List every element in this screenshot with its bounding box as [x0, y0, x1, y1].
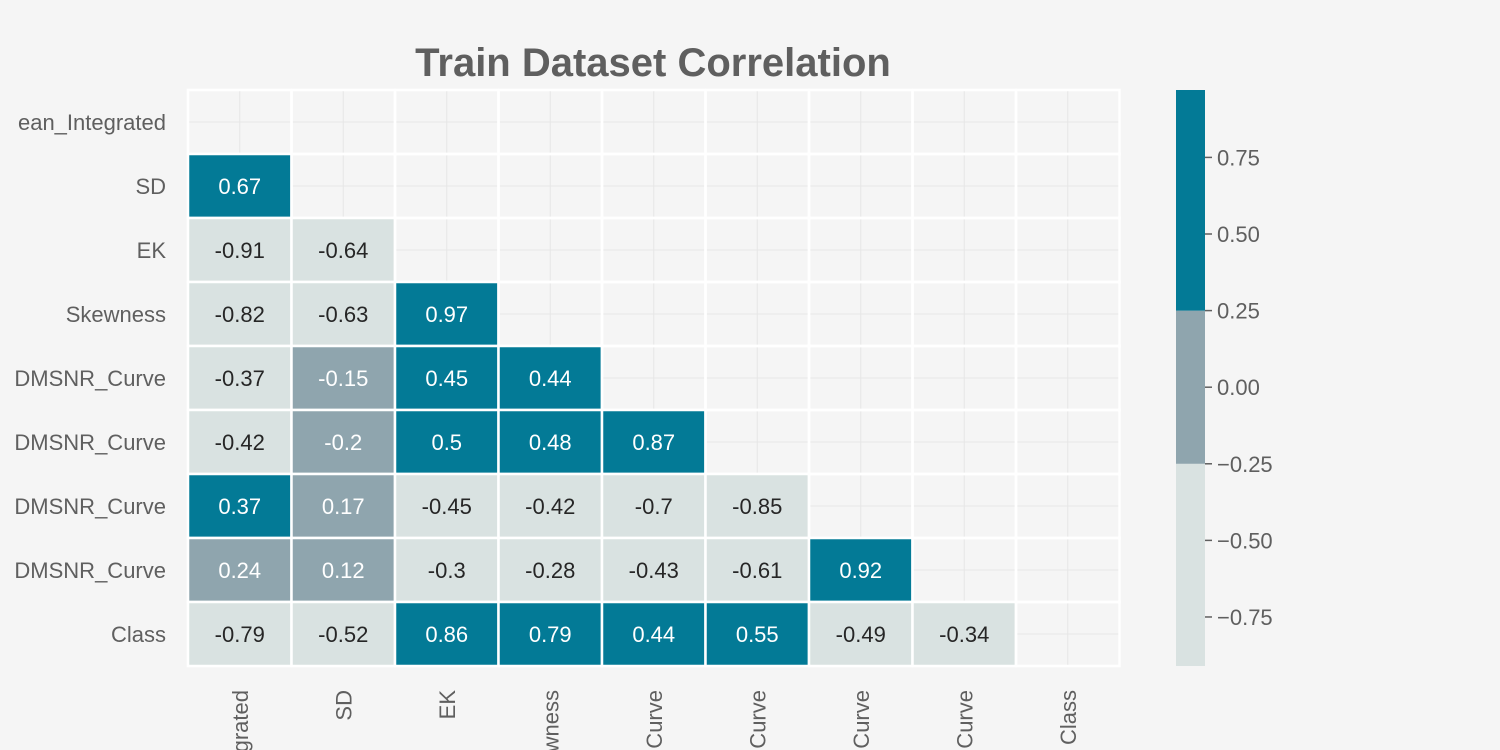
cell-value-label: -0.43 — [629, 558, 679, 583]
column-tick-label: EK — [435, 690, 460, 720]
cell-value-label: -0.61 — [732, 558, 782, 583]
row-tick-label: ean_Integrated — [18, 110, 166, 135]
cell-value-label: -0.79 — [215, 622, 265, 647]
cell-value-label: 0.24 — [218, 558, 261, 583]
colorbar-segment — [1176, 310, 1205, 464]
cell-value-label: 0.87 — [632, 430, 675, 455]
colorbar-tick-label: 0.75 — [1217, 145, 1260, 170]
cell-value-label: 0.44 — [529, 366, 572, 391]
heatmap-cell — [704, 600, 811, 668]
row-tick-label: Class — [111, 622, 166, 647]
row-tick-label: DMSNR_Curve — [14, 430, 166, 455]
heatmap-cell — [497, 472, 604, 540]
column-tick-label: Curve — [642, 690, 667, 749]
heatmap-cell — [600, 600, 707, 668]
row-tick-label: DMSNR_Curve — [14, 494, 166, 519]
cell-value-label: 0.45 — [425, 366, 468, 391]
cell-value-label: -0.42 — [215, 430, 265, 455]
cell-value-label: -0.85 — [732, 494, 782, 519]
row-tick-label: Skewness — [66, 302, 166, 327]
cell-value-label: 0.67 — [218, 174, 261, 199]
row-tick-label: DMSNR_Curve — [14, 366, 166, 391]
row-tick-label: DMSNR_Curve — [14, 558, 166, 583]
cell-value-label: -0.49 — [836, 622, 886, 647]
cell-value-label: -0.3 — [428, 558, 466, 583]
cell-value-label: 0.55 — [736, 622, 779, 647]
cell-value-label: 0.17 — [322, 494, 365, 519]
cell-value-label: 0.92 — [839, 558, 882, 583]
heatmap-cell — [497, 408, 604, 476]
heatmap-cell — [807, 600, 914, 668]
heatmap-cell — [186, 408, 293, 476]
heatmap-cell — [393, 280, 500, 348]
heatmap-cell — [393, 600, 500, 668]
column-tick-label: grated — [228, 690, 253, 750]
heatmap-cell — [290, 280, 397, 348]
cell-value-label: 0.86 — [425, 622, 468, 647]
colorbar-tick-label: 0.50 — [1217, 222, 1260, 247]
column-tick-label: Curve — [952, 690, 977, 749]
cell-value-label: 0.37 — [218, 494, 261, 519]
heatmap-cell-empty — [1014, 600, 1121, 668]
cell-value-label: -0.7 — [635, 494, 673, 519]
cell-value-label: -0.2 — [324, 430, 362, 455]
column-tick-labels: grated SD EK wness Curve Curve Curve Curve Class — [228, 690, 1081, 750]
cell-value-label: 0.48 — [529, 430, 572, 455]
cell-value-label: -0.63 — [318, 302, 368, 327]
colorbar-tick-label: 0.25 — [1217, 299, 1260, 324]
cell-value-label: -0.37 — [215, 366, 265, 391]
row-tick-labels: ean_Integrated SD EK Skewness DMSNR_Curve DMS… — [14, 110, 166, 647]
column-tick-label: Class — [1056, 690, 1081, 745]
cell-value-label: -0.15 — [318, 366, 368, 391]
row-tick-label: EK — [137, 238, 167, 263]
column-tick-label: Curve — [745, 690, 770, 749]
colorbar-tick-label: −0.25 — [1217, 452, 1273, 477]
heatmap-cell — [911, 600, 1018, 668]
colorbar-tick-label: 0.00 — [1217, 375, 1260, 400]
cell-value-labels: 0.67 -0.91 -0.64 -0.82 -0.63 0.97 -0.37 -0.15 0.… — [215, 174, 990, 647]
column-tick-label: SD — [331, 690, 356, 721]
cell-value-label: -0.42 — [525, 494, 575, 519]
cell-value-label: -0.64 — [318, 238, 368, 263]
cell-value-label: 0.5 — [431, 430, 462, 455]
cell-value-label: -0.34 — [939, 622, 989, 647]
colorbar-tick-label: −0.75 — [1217, 605, 1273, 630]
heatmap-cell — [497, 600, 604, 668]
cell-value-label: -0.45 — [422, 494, 472, 519]
cell-value-label: -0.52 — [318, 622, 368, 647]
cell-value-label: -0.91 — [215, 238, 265, 263]
cell-value-label: 0.44 — [632, 622, 675, 647]
chart-title: Train Dataset Correlation — [415, 41, 891, 85]
heatmap-cell — [393, 408, 500, 476]
heatmap-cell — [186, 216, 293, 284]
column-tick-label: Curve — [849, 690, 874, 749]
colorbar-segment — [1176, 463, 1205, 666]
heatmap-cells — [186, 88, 1121, 668]
cell-value-label: -0.82 — [215, 302, 265, 327]
colorbar-tick-label: −0.50 — [1217, 528, 1273, 553]
cell-value-label: 0.97 — [425, 302, 468, 327]
cell-value-label: 0.79 — [529, 622, 572, 647]
heatmap-cell — [186, 600, 293, 668]
heatmap-cell — [186, 280, 293, 348]
cell-value-label: 0.12 — [322, 558, 365, 583]
column-tick-label: wness — [538, 690, 563, 750]
cell-value-label: -0.28 — [525, 558, 575, 583]
row-tick-label: SD — [135, 174, 166, 199]
colorbar: 0.75 0.50 0.25 0.00 −0.25 −0.50 −0.75 — [1176, 90, 1273, 666]
colorbar-segment — [1176, 90, 1205, 311]
